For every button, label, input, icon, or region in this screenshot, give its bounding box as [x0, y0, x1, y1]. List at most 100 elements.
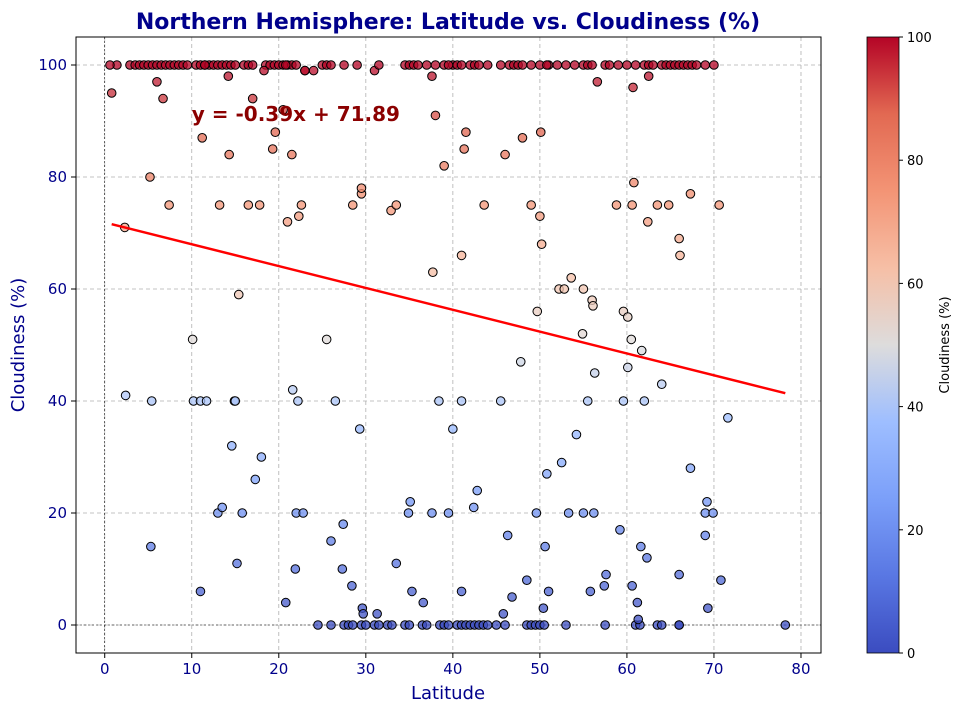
data-point — [456, 396, 467, 406]
data-point — [652, 200, 663, 210]
data-point — [456, 586, 467, 597]
data-point — [391, 558, 402, 569]
data-point — [280, 60, 291, 70]
data-point — [622, 312, 633, 322]
data-point — [709, 60, 719, 70]
regression — [111, 222, 786, 395]
data-point — [448, 424, 458, 434]
data-point — [291, 60, 301, 70]
data-point — [358, 609, 369, 619]
data-point — [472, 485, 483, 496]
data-point — [321, 334, 332, 345]
data-point — [339, 60, 349, 70]
data-point — [428, 267, 438, 278]
data-point — [643, 71, 654, 81]
data-point — [256, 452, 267, 462]
colorbar-tick-label: 100 — [907, 31, 932, 46]
data-point — [326, 620, 336, 630]
data-point — [515, 357, 526, 367]
data-point — [589, 368, 600, 378]
data-point — [708, 508, 718, 518]
data-point — [443, 60, 454, 70]
data-point — [287, 385, 298, 395]
colorbar-label: Cloudiness (%) — [938, 296, 953, 393]
data-point — [700, 530, 711, 541]
chart-title: Northern Hemisphere: Latitude vs. Cloudi… — [136, 10, 760, 35]
y-tick-label: 100 — [38, 56, 67, 74]
data-point — [618, 396, 629, 406]
colorbar-tick-label: 20 — [907, 524, 924, 539]
data-point — [500, 620, 510, 630]
data-point — [585, 586, 596, 597]
data-point — [531, 508, 542, 518]
y-tick-label: 0 — [57, 616, 67, 634]
data-point — [182, 60, 193, 70]
data-point — [780, 620, 791, 630]
data-point — [326, 536, 336, 546]
data-point — [633, 614, 644, 625]
data-point — [407, 586, 417, 597]
data-point — [280, 597, 291, 608]
data-point — [632, 597, 643, 608]
data-point — [615, 525, 625, 535]
x-tick-label: 60 — [617, 660, 636, 678]
data-point — [443, 620, 454, 630]
data-point — [387, 620, 397, 630]
data-point — [270, 127, 281, 137]
points — [105, 60, 791, 630]
data-point — [685, 463, 696, 474]
data-point — [461, 127, 471, 137]
x-tick-label: 10 — [182, 660, 201, 678]
data-point — [313, 620, 323, 630]
data-point — [552, 60, 563, 70]
data-point — [459, 144, 469, 154]
data-point — [675, 250, 685, 261]
data-point — [517, 60, 528, 70]
regression-equation: y = -0.39x + 71.89 — [192, 102, 400, 126]
data-point — [643, 217, 653, 227]
data-point — [578, 508, 589, 518]
data-point — [456, 250, 467, 261]
data-point — [599, 581, 610, 591]
data-point — [354, 424, 365, 434]
data-point — [237, 508, 248, 518]
colorbar-gradient — [866, 36, 900, 654]
data-point — [120, 390, 131, 401]
data-point — [361, 620, 371, 630]
data-point — [723, 413, 733, 423]
data-point — [507, 592, 517, 602]
data-point — [456, 60, 467, 70]
data-point — [326, 60, 336, 70]
reference-lines — [76, 37, 821, 653]
data-point — [663, 200, 674, 210]
data-point — [338, 519, 348, 530]
data-point — [145, 172, 155, 182]
colorbar-tick-label: 0 — [907, 647, 915, 662]
data-point — [347, 581, 357, 591]
data-point — [290, 564, 301, 574]
data-point — [532, 306, 543, 317]
data-point — [542, 469, 552, 479]
data-point — [611, 200, 622, 210]
data-point — [254, 200, 265, 210]
data-point — [561, 620, 571, 630]
x-tick-label: 30 — [356, 660, 375, 678]
data-point — [356, 183, 367, 193]
data-point — [298, 508, 308, 518]
x-tick-label: 70 — [704, 660, 723, 678]
data-point — [223, 71, 234, 81]
data-point — [201, 396, 212, 406]
data-point — [540, 541, 550, 552]
data-point — [700, 60, 711, 70]
data-point — [434, 396, 444, 406]
data-point — [578, 284, 589, 294]
data-point — [636, 541, 646, 552]
y-axis-label: Cloudiness (%) — [8, 278, 29, 413]
data-point — [600, 620, 610, 630]
data-point — [535, 127, 546, 137]
data-point — [468, 502, 479, 513]
data-point — [526, 200, 536, 210]
data-point — [482, 60, 493, 70]
data-point — [413, 60, 423, 70]
data-point — [543, 586, 554, 597]
